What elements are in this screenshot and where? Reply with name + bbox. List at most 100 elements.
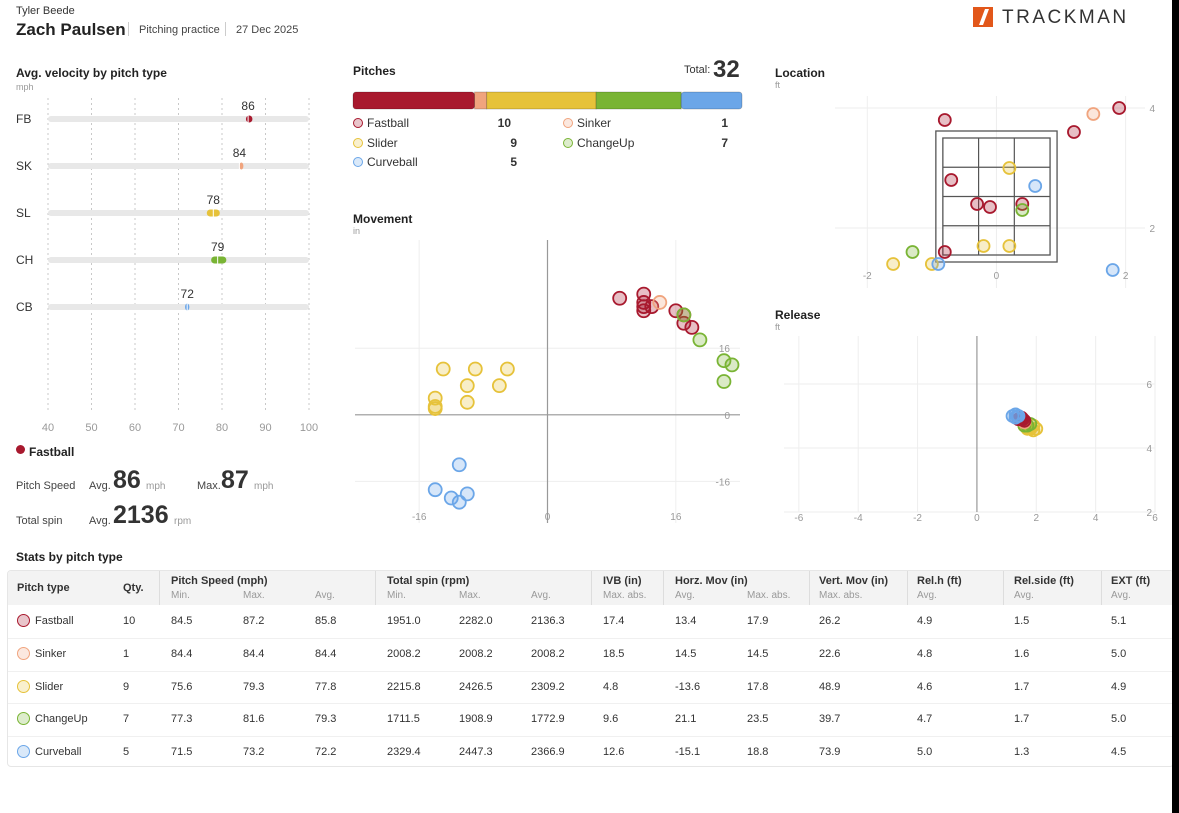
spin-avg-label: Avg.	[89, 515, 111, 527]
col-ivb[interactable]: IVB (in)	[603, 575, 642, 587]
selected-pitch-name: Fastball	[29, 445, 75, 459]
velocity-category-label: SL	[16, 206, 31, 220]
cell-ext: 5.1	[1111, 615, 1127, 627]
velocity-range-bar	[245, 115, 253, 123]
cell-relside: 1.7	[1014, 680, 1030, 693]
movement-point-curveball	[451, 494, 467, 510]
cell-h_avg: -13.6	[675, 680, 701, 693]
cell-sp_avg: 2366.9	[531, 745, 565, 758]
cell-relside: 1.5	[1014, 615, 1030, 627]
pitch-mix-segment-changeup	[595, 91, 682, 110]
legend-item-sinker[interactable]: Sinker	[563, 116, 611, 130]
col-qty[interactable]: Qty.	[123, 582, 144, 594]
col-relside[interactable]: Rel.side (ft)	[1014, 575, 1074, 587]
movement-y-tick-label: 0	[724, 411, 730, 422]
cell-relside: 1.6	[1014, 648, 1030, 661]
pitch-mix-segment-fastball	[352, 91, 475, 110]
cell-s_min: 77.3	[171, 713, 193, 726]
cell-s_avg: 79.3	[315, 713, 337, 726]
legend-dot	[353, 156, 363, 167]
pitch-mix-segment-slider	[486, 91, 597, 110]
session-type: Pitching practice	[139, 24, 220, 36]
speed-max-label: Max.	[197, 480, 221, 492]
velocity-track	[48, 210, 309, 216]
col-spin[interactable]: Total spin (rpm)	[387, 575, 470, 587]
row-pitch-name: Curveball	[35, 745, 82, 758]
cell-s_min: 71.5	[171, 745, 193, 758]
movement-point-fastball	[668, 303, 684, 319]
cell-sp_avg: 1772.9	[531, 713, 565, 726]
table-row[interactable]: Fastball 10 84.5 87.2 85.8 1951.0 2282.0 2136.3…	[8, 606, 1172, 638]
release-title: Release	[775, 308, 821, 322]
legend-item-curveball[interactable]: Curveball	[353, 155, 418, 169]
spin-max-sub: Max.	[459, 590, 481, 601]
movement-point-changeup	[724, 357, 740, 373]
player-name: Zach Paulsen	[16, 20, 126, 39]
cell-s_min: 84.4	[171, 648, 193, 661]
velocity-value-label: 72	[181, 287, 195, 301]
table-row[interactable]: Slider 9 75.6 79.3 77.8 2215.8 2426.5 2309.2 4.8…	[8, 670, 1172, 704]
cell-relh: 4.6	[917, 680, 933, 693]
ext-sub: Avg.	[1111, 590, 1131, 601]
movement-point-changeup	[676, 307, 692, 323]
legend-count: 7	[721, 136, 728, 150]
legend-item-fastball[interactable]: Fastball	[353, 116, 409, 130]
release-x-tick-label: -6	[794, 513, 803, 524]
cell-v_max: 73.9	[819, 745, 841, 758]
legend-item-slider[interactable]: Slider	[353, 136, 398, 150]
cell-ext: 4.9	[1111, 680, 1127, 693]
legend-item-changeup[interactable]: ChangeUp	[563, 136, 634, 150]
movement-point-slider	[459, 378, 475, 394]
cell-h_avg: -15.1	[675, 745, 701, 758]
cell-sp_min: 2215.8	[387, 680, 421, 693]
table-row[interactable]: ChangeUp 7 77.3 81.6 79.3 1711.5 1908.9 1772.9 9…	[8, 703, 1172, 736]
table-row[interactable]: Sinker 1 84.4 84.4 84.4 2008.2 2008.2 2008.2 18.…	[8, 638, 1172, 671]
velocity-tick-label: 70	[172, 422, 184, 434]
row-pitch-name: Fastball	[35, 615, 74, 627]
col-pitch-type[interactable]: Pitch type	[17, 582, 70, 594]
location-point-slider	[886, 257, 901, 271]
cell-sp_max: 2282.0	[459, 615, 493, 627]
velocity-category-label: CB	[16, 300, 33, 314]
cell-ext: 5.0	[1111, 648, 1127, 661]
spin-avg-value: 2136	[113, 501, 169, 529]
cell-h_max: 23.5	[747, 713, 769, 726]
cell-sp_min: 2329.4	[387, 745, 421, 758]
row-pitch-name: Slider	[35, 680, 64, 693]
legend-label: Slider	[367, 136, 398, 150]
selected-pitch-dot	[16, 445, 25, 454]
cell-s_max: 73.2	[243, 745, 265, 758]
location-point-curveball	[1105, 263, 1120, 277]
col-horz[interactable]: Horz. Mov (in)	[675, 575, 748, 587]
cell-ivb: 12.6	[603, 745, 625, 758]
cell-relside: 1.7	[1014, 713, 1030, 726]
velocity-category-label: CH	[16, 253, 33, 267]
velocity-title: Avg. velocity by pitch type	[16, 66, 167, 80]
cell-ivb: 9.6	[603, 713, 619, 726]
speed-max-value: 87	[221, 466, 249, 494]
relside-sub: Avg.	[1014, 590, 1034, 601]
velocity-track	[48, 257, 309, 263]
col-vert[interactable]: Vert. Mov (in)	[819, 575, 889, 587]
table-row[interactable]: Curveball 5 71.5 73.2 72.2 2329.4 2447.3 2366.9…	[8, 735, 1172, 766]
cell-h_max: 18.8	[747, 745, 769, 758]
location-point-sinker	[1086, 107, 1101, 121]
velocity-value-label: 78	[207, 193, 221, 207]
location-y-tick-label: 4	[1149, 104, 1155, 115]
cell-h_max: 14.5	[747, 648, 769, 661]
location-x-tick-label: -2	[863, 271, 872, 282]
cell-qty: 5	[123, 745, 130, 758]
location-y-tick-label: 2	[1149, 224, 1155, 235]
location-point-fastball	[983, 200, 997, 214]
location-point-fastball	[937, 245, 952, 259]
cell-s_min: 84.5	[171, 615, 193, 627]
cell-h_avg: 21.1	[675, 713, 697, 726]
location-point-fastball	[1067, 125, 1081, 139]
speed-max-unit: mph	[254, 481, 274, 492]
spin-min-sub: Min.	[387, 590, 406, 601]
col-relh[interactable]: Rel.h (ft)	[917, 575, 962, 587]
movement-point-slider	[427, 401, 443, 416]
legend-count: 10	[497, 116, 511, 130]
col-speed[interactable]: Pitch Speed (mph)	[171, 575, 268, 587]
col-ext[interactable]: EXT (ft)	[1111, 575, 1151, 587]
